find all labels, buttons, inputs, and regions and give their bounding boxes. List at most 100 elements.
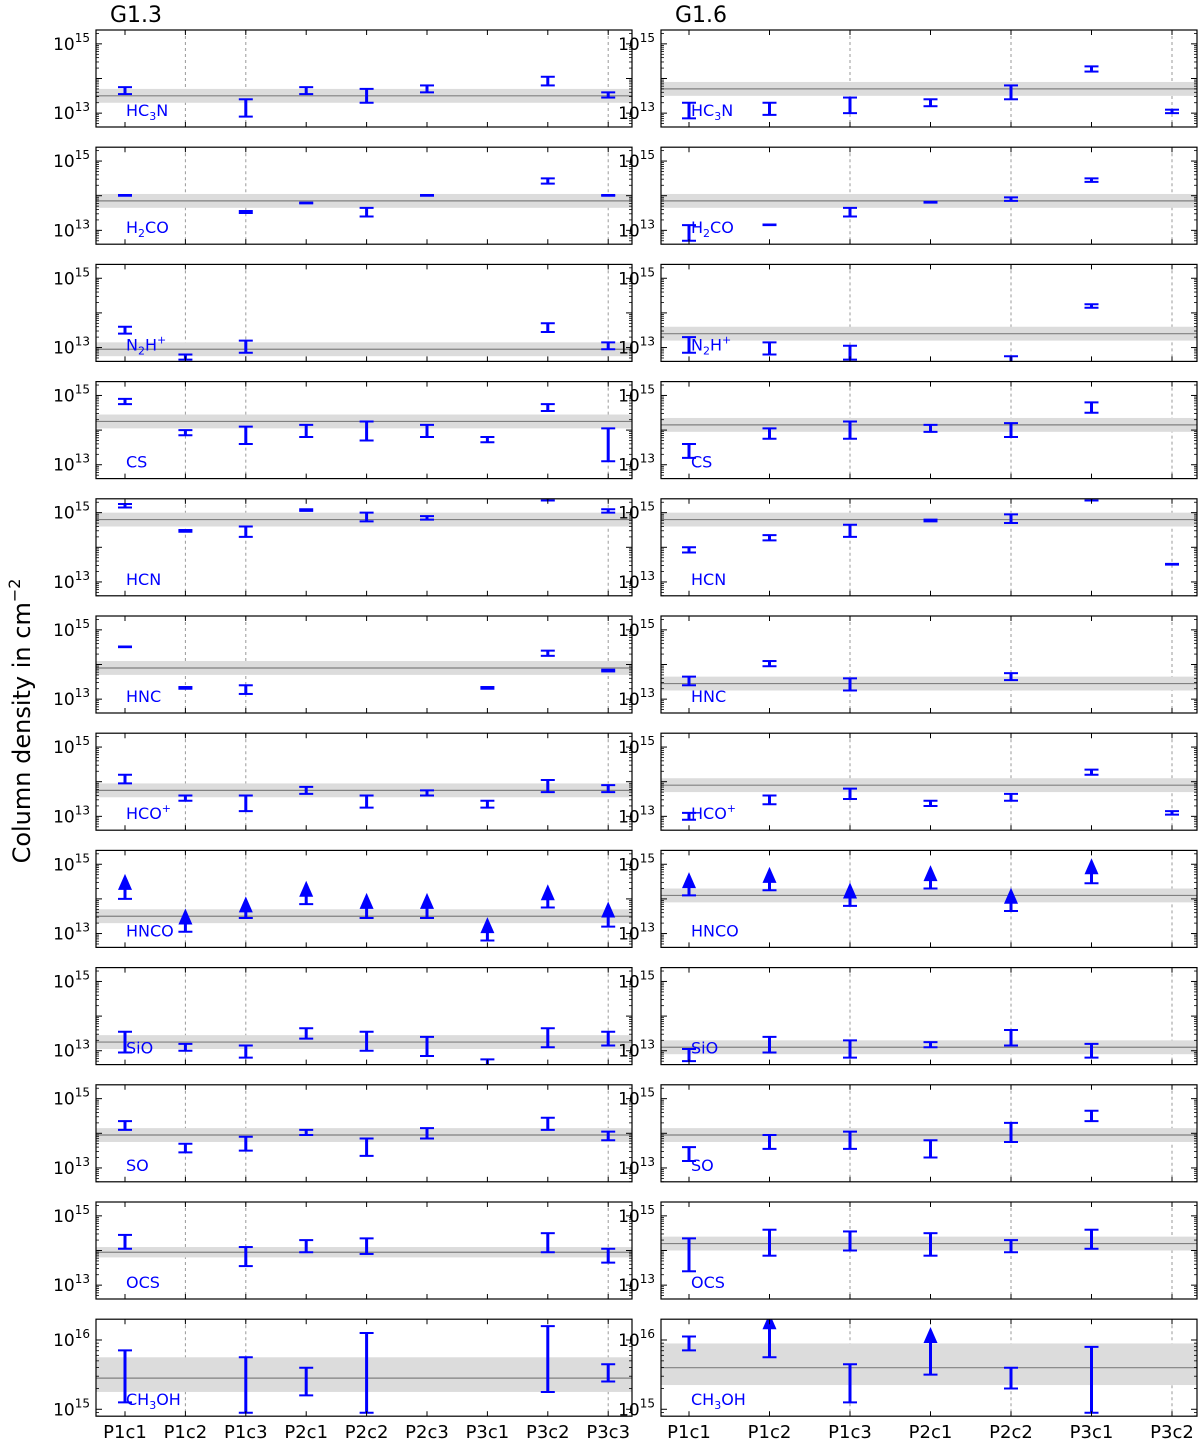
molecule-label: HCO+ [126,802,171,823]
plot-area [661,30,1197,127]
subplot-G1.3-HCO+: 1013 1015 HCO+ [53,732,633,831]
arrow-head [420,892,434,909]
errorbar-P3c3 [601,508,616,514]
errorbar-P1c1 [682,1335,696,1352]
errorbar-P1c3 [843,1230,857,1252]
subplot-G1.6-H2CO: 1013 1015 H2CO [618,146,1198,245]
errorbar-P3c1 [480,799,495,809]
y-tick-label: 1013 [53,921,90,945]
errorbar-P2c2 [359,1137,374,1157]
plot-area [96,1084,632,1182]
errorbar-P3c3 [601,341,616,351]
x-tick-label: P2c1 [909,1422,953,1442]
y-tick-label: 1013 [53,686,90,710]
subplot-G1.3-SiO: 1013 1015 SiO [53,966,633,1066]
errorbar-P2c3 [420,892,434,919]
y-tick-label: 1013 [618,569,655,593]
axes-frame [95,29,633,128]
errorbar-P2c1 [923,1041,938,1049]
errorbar-P2c1 [923,98,938,108]
errorbar-P3c1 [480,686,495,690]
plot-area [661,1202,1197,1299]
axes-frame [660,263,1198,362]
errorbar-P2c1 [299,423,314,439]
errorbar-P3c2 [540,1325,555,1393]
molecule-label: H2CO [691,218,734,240]
range-band [96,1357,632,1392]
errorbar-P2c1 [923,865,938,890]
arrow-head [601,901,616,918]
errorbar-P1c2 [762,427,777,440]
y-tick-label: 1015 [53,1203,90,1227]
arrow-head [1004,887,1018,904]
arrow-head [359,892,374,909]
x-tick-label: P1c2 [748,1422,792,1442]
errorbar-P1c2 [762,1035,777,1054]
y-tick-label: 1013 [53,1272,90,1296]
axes-frame [95,381,633,480]
subplot-G1.6-OCS: 1013 1015 OCS [618,1201,1198,1300]
errorbar-P1c1 [682,811,696,821]
subplot-G1.3-CS: 1013 1015 CS [53,381,633,480]
subplot-G1.6-HNC: 1013 1015 HNC [618,615,1198,714]
errorbar-P2c1 [299,785,314,795]
arrow-head [682,872,696,889]
x-tick-label: P3c1 [466,1422,510,1442]
errorbar-P3c3 [601,668,616,673]
errorbar-P3c1 [1084,177,1099,183]
y-tick-label: 1015 [618,1396,655,1420]
errorbar-P3c2 [1165,810,1179,816]
subplot-G1.3-HNC: 1013 1015 HNC [53,615,633,714]
y-tick-label: 1013 [618,100,655,124]
errorbar-P1c2 [178,686,193,690]
errorbar-P1c1 [118,1349,132,1404]
molecule-label: CS [691,453,712,472]
errorbar-P1c3 [238,794,253,813]
errorbar-P3c2 [540,1116,555,1131]
y-tick-label: 1013 [618,921,655,945]
errorbar-P1c3 [238,1246,253,1268]
errorbar-P3c3 [601,784,616,794]
arrow-head [540,884,555,901]
y-tick-label: 1013 [618,335,655,359]
molecule-label: SO [126,1156,149,1175]
x-tick-label: P1c1 [667,1422,711,1442]
subplot-G1.3-HCN: 1013 1015 HCN [53,498,633,597]
errorbar-P2c2 [359,794,374,809]
molecule-label: HCO+ [691,802,736,823]
subplot-G1.6-HCO+: 1013 1015 HCO+ [618,732,1198,831]
errorbar-P1c3 [238,1135,253,1152]
errorbar-P3c2 [1165,562,1179,566]
plot-area [96,1202,632,1299]
y-tick-label: 1013 [53,1155,90,1179]
x-tick-label: P2c2 [989,1422,1033,1442]
errorbar-P1c1 [118,86,132,96]
errorbar-P2c3 [420,1035,434,1057]
errorbar-P1c1 [682,442,696,459]
errorbar-P1c3 [843,206,857,218]
errorbar-P1c2 [762,1134,777,1150]
plot-area [661,850,1197,948]
errorbar-P1c1 [118,1233,132,1250]
errorbar-P3c1 [480,917,495,942]
molecule-label: CH3OH [691,1390,746,1412]
subplot-G1.6-CS: 1013 1015 CS [618,381,1198,480]
errorbar-P2c2 [1004,422,1018,439]
errorbar-P2c2 [1004,1028,1018,1047]
x-tick-label: P2c3 [405,1422,449,1442]
subplot-G1.6-SiO: 1013 1015 SiO [618,966,1198,1066]
y-tick-label: 1013 [53,569,90,593]
errorbar-P2c2 [1004,84,1018,101]
errorbar-P2c2 [359,1237,374,1255]
y-tick-label: 1015 [53,382,90,406]
subplot-G1.6-HNCO: 1013 1015 HNCO [618,849,1198,949]
errorbar-P2c1 [923,799,938,807]
errorbar-P2c1 [923,200,938,204]
molecule-label: HNC [691,687,726,706]
y-tick-label: 1015 [618,617,655,641]
errorbar-P3c1 [1084,303,1099,309]
errorbar-P1c1 [682,872,696,897]
y-tick-label: 1015 [618,31,655,55]
plot-area [661,147,1197,245]
errorbar-P2c3 [420,789,434,797]
